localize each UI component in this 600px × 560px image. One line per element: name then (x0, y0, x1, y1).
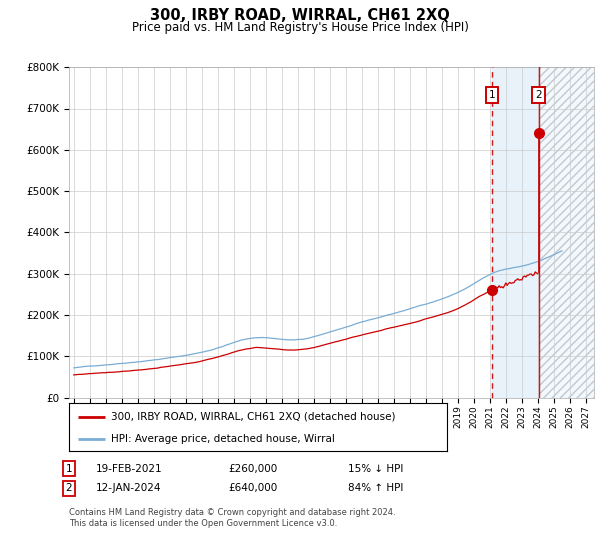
Text: 1: 1 (488, 90, 495, 100)
Bar (539, 67, 594, 398)
Text: 2: 2 (65, 483, 73, 493)
Text: 84% ↑ HPI: 84% ↑ HPI (348, 483, 403, 493)
Text: 300, IRBY ROAD, WIRRAL, CH61 2XQ: 300, IRBY ROAD, WIRRAL, CH61 2XQ (150, 8, 450, 24)
Text: £260,000: £260,000 (228, 464, 277, 474)
Text: Contains HM Land Registry data © Crown copyright and database right 2024.
This d: Contains HM Land Registry data © Crown c… (69, 508, 395, 528)
Text: Price paid vs. HM Land Registry's House Price Index (HPI): Price paid vs. HM Land Registry's House … (131, 21, 469, 34)
Text: 12-JAN-2024: 12-JAN-2024 (96, 483, 161, 493)
Text: 300, IRBY ROAD, WIRRAL, CH61 2XQ (detached house): 300, IRBY ROAD, WIRRAL, CH61 2XQ (detach… (110, 412, 395, 422)
Bar (492, 67, 539, 398)
Text: 1: 1 (65, 464, 73, 474)
Text: HPI: Average price, detached house, Wirral: HPI: Average price, detached house, Wirr… (110, 434, 334, 444)
Text: 15% ↓ HPI: 15% ↓ HPI (348, 464, 403, 474)
Bar (539, 67, 594, 398)
Text: 19-FEB-2021: 19-FEB-2021 (96, 464, 163, 474)
Text: £640,000: £640,000 (228, 483, 277, 493)
Text: 2: 2 (535, 90, 542, 100)
